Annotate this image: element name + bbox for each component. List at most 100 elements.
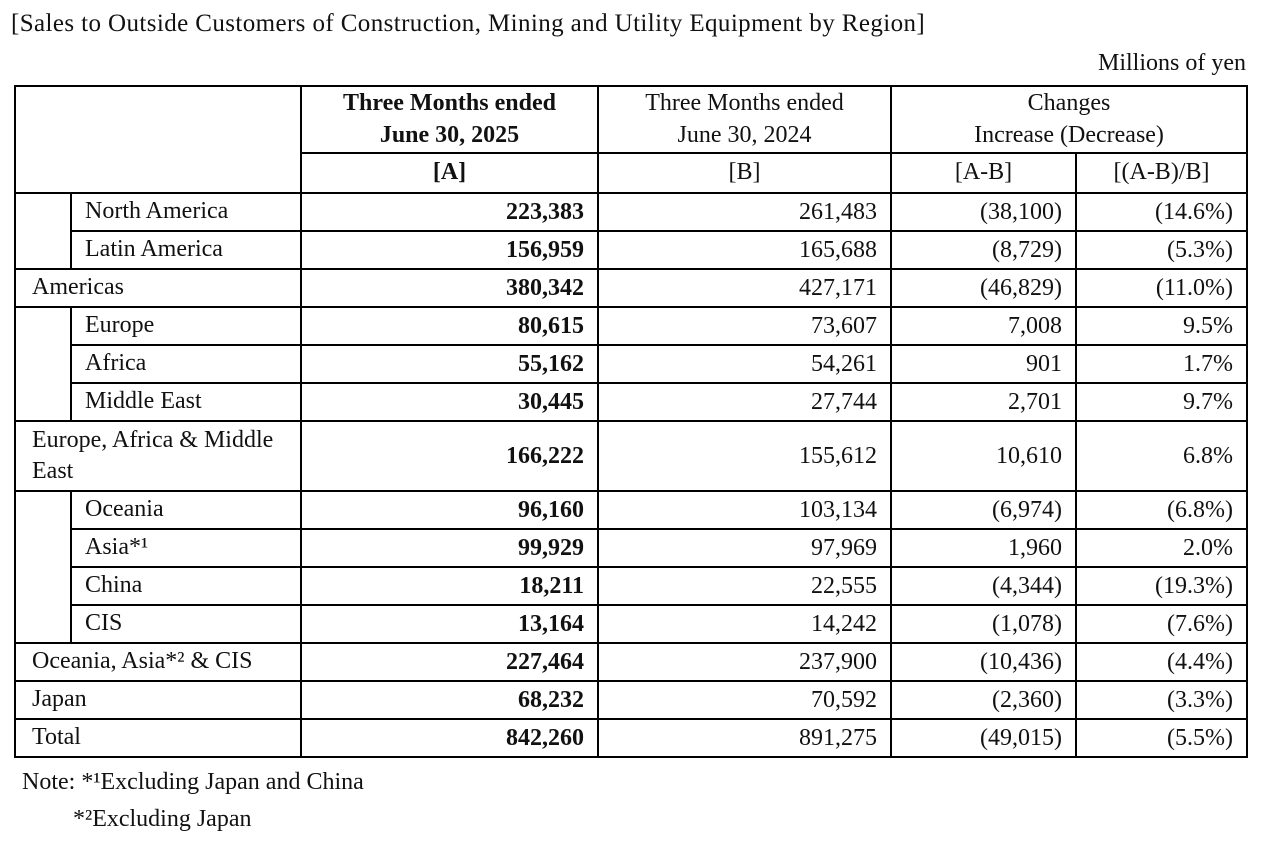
- cell-label: Middle East: [70, 382, 302, 422]
- cell-pct: (11.0%): [1075, 268, 1248, 308]
- cell-diff: (2,360): [890, 680, 1077, 720]
- cell-a: 55,162: [300, 344, 599, 384]
- cell-label: China: [70, 566, 302, 606]
- cell-label: CIS: [70, 604, 302, 644]
- cell-pct: (14.6%): [1075, 192, 1248, 232]
- header-period-a-line2: June 30, 2025: [379, 121, 520, 148]
- cell-b: 54,261: [597, 344, 892, 384]
- cell-b: 22,555: [597, 566, 892, 606]
- cell-b: 261,483: [597, 192, 892, 232]
- cell-a: 842,260: [300, 718, 599, 758]
- cell-b: 97,969: [597, 528, 892, 568]
- cell-pct: 9.7%: [1075, 382, 1248, 422]
- header-period-a-line1: Three Months ended: [343, 90, 556, 117]
- header-period-b-line1: Three Months ended: [645, 90, 844, 117]
- header-changes-line1: Changes: [1027, 90, 1111, 117]
- cell-pct: (7.6%): [1075, 604, 1248, 644]
- cell-b: 427,171: [597, 268, 892, 308]
- cell-a: 68,232: [300, 680, 599, 720]
- cell-label: Americas: [14, 268, 302, 308]
- cell-pct: (4.4%): [1075, 642, 1248, 682]
- cell-b: 70,592: [597, 680, 892, 720]
- cell-diff: 10,610: [890, 420, 1077, 492]
- cell-b: 165,688: [597, 230, 892, 270]
- cell-a: 99,929: [300, 528, 599, 568]
- cell-label: Europe: [70, 306, 302, 346]
- note-line-1: Note: *¹Excluding Japan and China: [22, 769, 364, 795]
- cell-b: 237,900: [597, 642, 892, 682]
- cell-a: 18,211: [300, 566, 599, 606]
- header-period-b-line2: June 30, 2024: [677, 121, 812, 148]
- table-row-total: Total 842,260 891,275 (49,015) (5.5%): [14, 718, 1248, 758]
- cell-b: 155,612: [597, 420, 892, 492]
- header-period-b: Three Months ended June 30, 2024: [597, 85, 892, 154]
- cell-label: Latin America: [70, 230, 302, 270]
- note-line-2: *²Excluding Japan: [73, 806, 252, 832]
- table-row-latin-america: Latin America 156,959 165,688 (8,729) (5…: [15, 230, 1248, 270]
- cell-pct: 6.8%: [1075, 420, 1248, 492]
- cell-a: 166,222: [300, 420, 599, 492]
- table-row-asia: Asia*¹ 99,929 97,969 1,960 2.0%: [15, 528, 1248, 568]
- cell-label: Japan: [14, 680, 302, 720]
- cell-label: North America: [70, 192, 302, 232]
- cell-a: 223,383: [300, 192, 599, 232]
- page-title: [Sales to Outside Customers of Construct…: [11, 10, 926, 37]
- header-changes-line2: Increase (Decrease): [974, 121, 1164, 148]
- cell-b: 27,744: [597, 382, 892, 422]
- cell-a: 13,164: [300, 604, 599, 644]
- cell-pct: (5.3%): [1075, 230, 1248, 270]
- table-row-japan: Japan 68,232 70,592 (2,360) (3.3%): [14, 680, 1248, 720]
- table-row-americas: Americas 380,342 427,171 (46,829) (11.0%…: [14, 268, 1248, 308]
- group-indent-cell: [14, 490, 72, 644]
- table-row-china: China 18,211 22,555 (4,344) (19.3%): [15, 566, 1248, 606]
- cell-b: 891,275: [597, 718, 892, 758]
- cell-label: Asia*¹: [70, 528, 302, 568]
- table-header-row-2: [A] [B] [A-B] [(A-B)/B]: [15, 152, 1248, 194]
- cell-a: 380,342: [300, 268, 599, 308]
- cell-a: 96,160: [300, 490, 599, 530]
- group-indent-cell: [14, 192, 72, 270]
- cell-a: 30,445: [300, 382, 599, 422]
- cell-a: 227,464: [300, 642, 599, 682]
- cell-pct: (6.8%): [1075, 490, 1248, 530]
- cell-b: 14,242: [597, 604, 892, 644]
- header-sub-b: [B]: [597, 152, 892, 194]
- table-row-oceania: Oceania 96,160 103,134 (6,974) (6.8%): [14, 490, 1248, 644]
- cell-pct: (19.3%): [1075, 566, 1248, 606]
- cell-diff: (38,100): [890, 192, 1077, 232]
- header-sub-pct: [(A-B)/B]: [1075, 152, 1248, 194]
- header-sub-diff: [A-B]: [890, 152, 1077, 194]
- cell-diff: (1,078): [890, 604, 1077, 644]
- cell-pct: 1.7%: [1075, 344, 1248, 384]
- table-row-europe: Europe 80,615 73,607 7,008 9.5%: [14, 306, 1248, 422]
- table-row-north-america: North America 223,383 261,483 (38,100) (…: [14, 192, 1248, 270]
- header-period-a: Three Months ended June 30, 2025: [300, 85, 599, 154]
- table-header-row-1: Three Months ended June 30, 2025 Three M…: [14, 85, 1248, 194]
- table-row-middle-east: Middle East 30,445 27,744 2,701 9.7%: [15, 382, 1248, 422]
- unit-label: Millions of yen: [1098, 50, 1246, 76]
- cell-diff: (46,829): [890, 268, 1077, 308]
- cell-diff: (8,729): [890, 230, 1077, 270]
- cell-diff: 7,008: [890, 306, 1077, 346]
- cell-label: Oceania: [70, 490, 302, 530]
- cell-a: 80,615: [300, 306, 599, 346]
- cell-pct: 2.0%: [1075, 528, 1248, 568]
- cell-diff: 901: [890, 344, 1077, 384]
- cell-diff: 1,960: [890, 528, 1077, 568]
- cell-pct: (3.3%): [1075, 680, 1248, 720]
- cell-label: Total: [14, 718, 302, 758]
- corner-cell: [14, 85, 302, 194]
- cell-pct: (5.5%): [1075, 718, 1248, 758]
- table-row-africa: Africa 55,162 54,261 901 1.7%: [15, 344, 1248, 384]
- table-row-oceania-asia-cis: Oceania, Asia*² & CIS 227,464 237,900 (1…: [14, 642, 1248, 682]
- header-sub-a: [A]: [300, 152, 599, 194]
- cell-diff: (10,436): [890, 642, 1077, 682]
- header-changes: Changes Increase (Decrease): [890, 85, 1248, 154]
- group-indent-cell: [14, 306, 72, 422]
- cell-b: 73,607: [597, 306, 892, 346]
- cell-a: 156,959: [300, 230, 599, 270]
- cell-label: Africa: [70, 344, 302, 384]
- cell-diff: 2,701: [890, 382, 1077, 422]
- table-row-europe-africa-middle-east: Europe, Africa & Middle East 166,222 155…: [14, 420, 1248, 492]
- cell-diff: (49,015): [890, 718, 1077, 758]
